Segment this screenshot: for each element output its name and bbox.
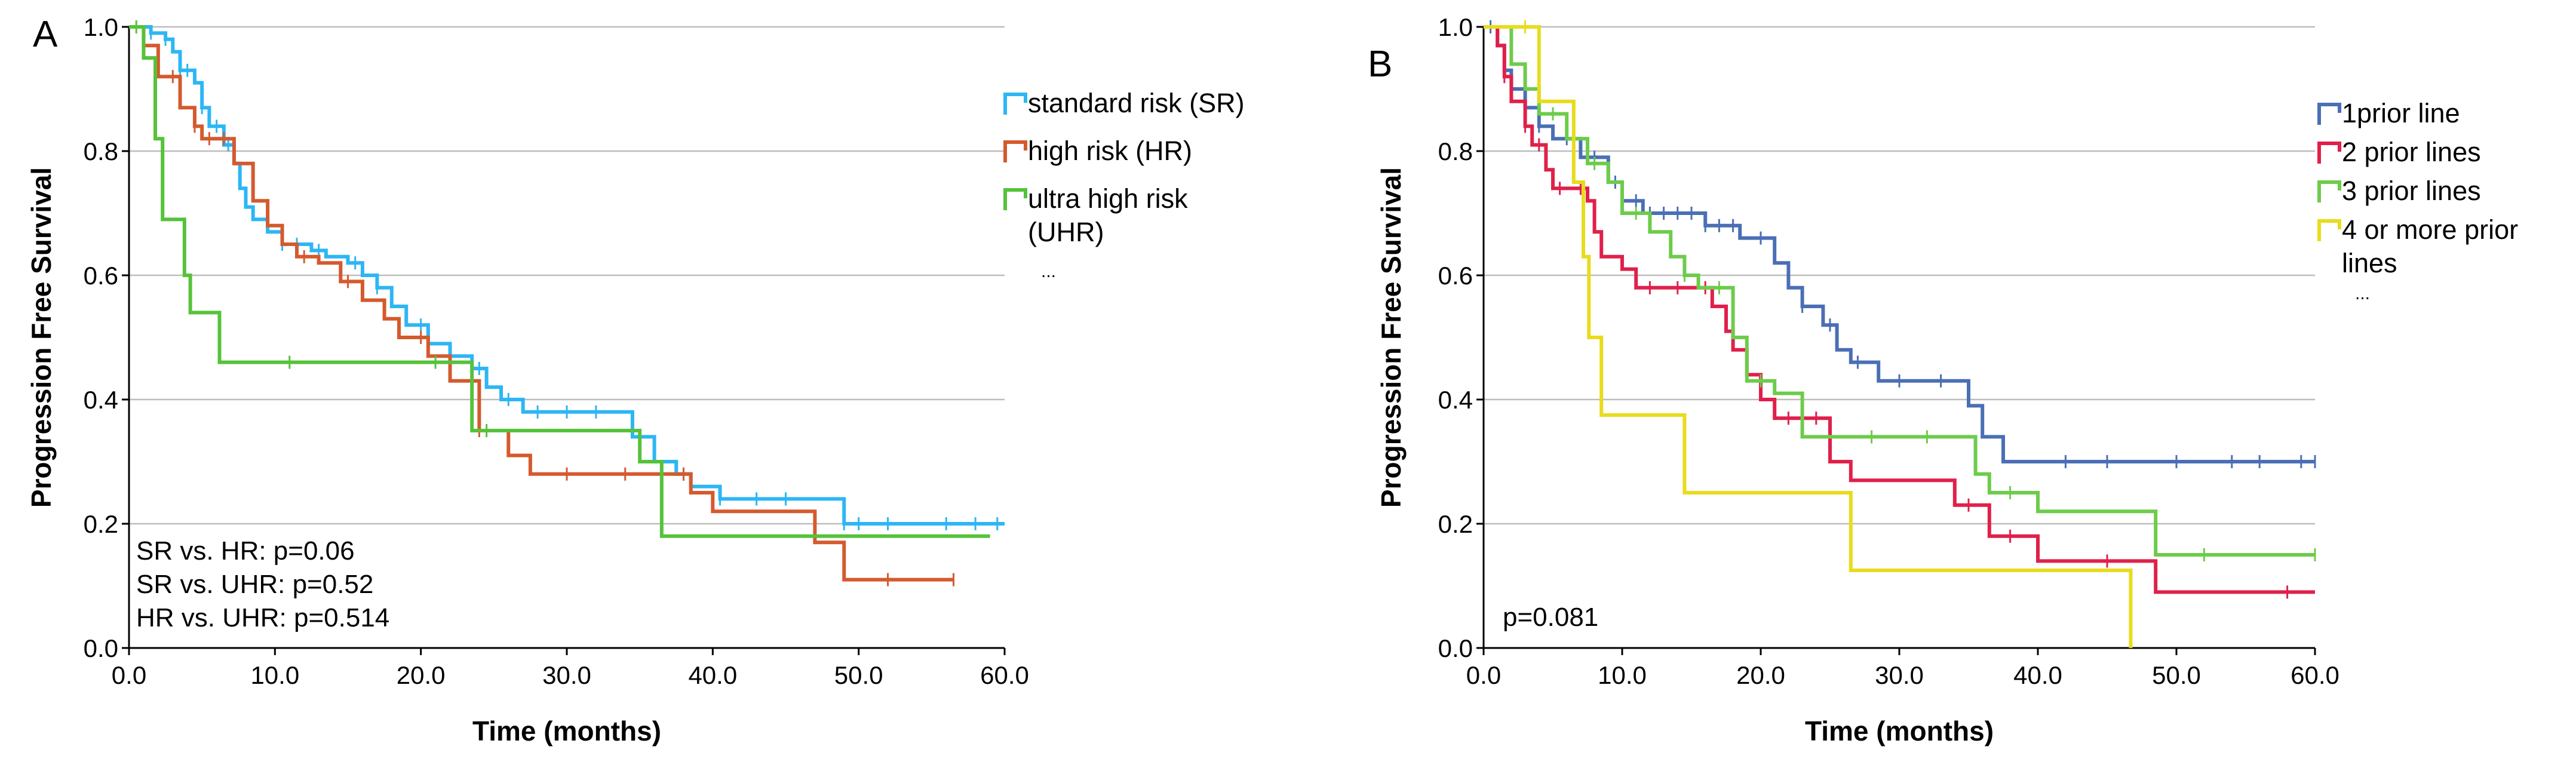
legend-label: lines	[2342, 248, 2397, 278]
legend-swatch	[2317, 103, 2341, 125]
legend-label: 4 or more prior	[2342, 214, 2518, 245]
panel-label: A	[33, 14, 58, 55]
panel-label: B	[1368, 44, 1392, 85]
y-tick-label: 1.0	[84, 13, 118, 41]
survival-curve	[1484, 25, 2133, 648]
legend-label: high risk (HR)	[1028, 136, 1192, 166]
y-tick-label: 0.6	[1438, 262, 1473, 290]
x-tick-label: 40.0	[2013, 661, 2062, 689]
x-axis-title: Time (months)	[1805, 715, 1994, 747]
y-tick-label: 1.0	[1438, 13, 1473, 41]
y-tick-label: 0.2	[1438, 510, 1473, 538]
legend-label: 3 prior lines	[2342, 176, 2481, 206]
legend-label: 1prior line	[2342, 98, 2460, 128]
survival-curve	[1484, 25, 2315, 557]
panel-b-chart: B 0.0 0.2 0.4 0.6 0.8 1.0 0.0 10.0 20.0 30.0 40.0 50…	[1368, 13, 2518, 747]
legend-label: 2 prior lines	[2342, 137, 2481, 167]
y-axis-title: Progression Free Survival	[26, 167, 57, 508]
x-tick-label: 50.0	[834, 661, 883, 689]
legend-swatch	[1003, 140, 1027, 162]
survival-curve	[129, 25, 954, 582]
x-axis-title: Time (months)	[472, 715, 661, 747]
y-axis-title: Progression Free Survival	[1375, 167, 1407, 508]
y-tick-label: 0.0	[84, 634, 118, 662]
x-tick-label: 10.0	[1598, 661, 1647, 689]
p-value-annotation: HR vs. UHR: p=0.514	[136, 603, 389, 632]
survival-curve	[129, 25, 990, 538]
legend-swatch	[1003, 188, 1027, 210]
legend-label: ultra high risk	[1028, 183, 1188, 214]
x-tick-label: 20.0	[1736, 661, 1785, 689]
legend-label: standard risk (SR)	[1028, 88, 1245, 118]
x-tick-label: 30.0	[1875, 661, 1924, 689]
x-tick-label: 60.0	[2291, 661, 2339, 689]
y-tick-label: 0.8	[84, 137, 118, 165]
y-tick-label: 0.4	[84, 386, 118, 414]
survival-curve	[1484, 25, 2315, 463]
y-tick-label: 0.8	[1438, 137, 1473, 165]
x-tick-label: 40.0	[688, 661, 737, 689]
panel-a-chart: A 0.0 0.2 0.4 0.6 0.8 1.0 0.0 10.0 20.0 30.0 40.0 50…	[26, 13, 1245, 747]
y-tick-label: 0.2	[84, 510, 118, 538]
legend-more-indicator: ...	[1041, 262, 1056, 281]
legend-label: (UHR)	[1028, 217, 1104, 247]
x-tick-label: 60.0	[980, 661, 1029, 689]
y-tick-label: 0.0	[1438, 634, 1473, 662]
x-tick-label: 0.0	[112, 661, 146, 689]
x-tick-label: 10.0	[250, 661, 299, 689]
p-value-annotation: SR vs. UHR: p=0.52	[136, 570, 373, 599]
x-tick-label: 20.0	[397, 661, 446, 689]
y-tick-label: 0.6	[84, 262, 118, 290]
survival-curve	[129, 25, 1005, 526]
legend-swatch	[2317, 142, 2341, 164]
p-value-annotation: p=0.081	[1503, 603, 1598, 632]
x-tick-label: 30.0	[542, 661, 591, 689]
survival-curve	[1484, 25, 2315, 594]
y-tick-label: 0.4	[1438, 386, 1473, 414]
x-tick-label: 0.0	[1466, 661, 1501, 689]
legend-swatch	[2317, 180, 2341, 202]
legend-swatch	[1003, 93, 1027, 115]
p-value-annotation: SR vs. HR: p=0.06	[136, 536, 355, 566]
legend-swatch	[2317, 219, 2341, 241]
legend-more-indicator: ...	[2355, 284, 2370, 303]
x-tick-label: 50.0	[2152, 661, 2201, 689]
